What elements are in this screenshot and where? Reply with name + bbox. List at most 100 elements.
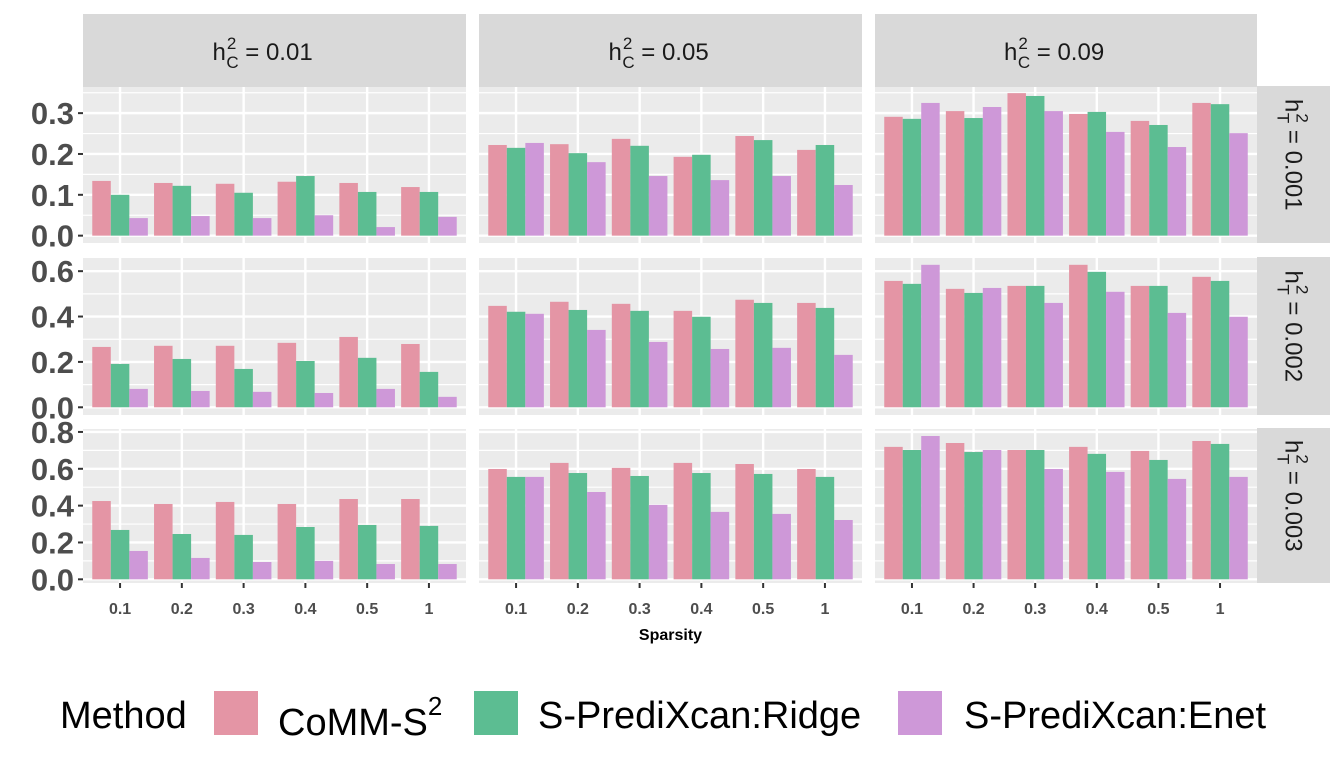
legend-label: CoMM-S2	[278, 691, 442, 744]
row-strip-label: h2T = 0.002	[1274, 271, 1312, 383]
x-tick-label: 1	[820, 601, 829, 618]
bar	[1149, 459, 1168, 580]
panel-r1-c1: 0.0 0.1 0.2 0.3	[31, 87, 466, 254]
bar	[314, 560, 334, 580]
bar	[376, 227, 395, 236]
bar	[154, 182, 173, 236]
legend-key-swatch	[896, 689, 944, 737]
bar	[982, 287, 1002, 408]
bar	[753, 473, 773, 580]
bar	[1167, 147, 1187, 236]
bar	[550, 301, 569, 408]
bar	[945, 111, 965, 236]
legend-label: S-PrediXcan:Enet	[964, 695, 1266, 737]
bar	[834, 185, 853, 236]
bar	[129, 550, 148, 580]
bar	[506, 476, 526, 580]
bar	[525, 476, 544, 580]
bar	[401, 499, 420, 580]
bar	[797, 468, 816, 580]
bar	[234, 534, 253, 580]
x-tick-label: 1	[1216, 601, 1225, 618]
bar	[1167, 478, 1187, 580]
bar	[506, 147, 526, 236]
bar	[710, 511, 730, 580]
bar	[1106, 471, 1125, 580]
bar	[234, 192, 253, 236]
bar	[1210, 443, 1230, 580]
bar	[1087, 271, 1107, 408]
legend-item: S-PrediXcan:Ridge	[472, 689, 861, 737]
y-tick-label: 0.2	[31, 137, 74, 172]
bar	[1087, 111, 1107, 236]
bar	[1044, 111, 1063, 236]
bar	[419, 525, 439, 580]
legend-title: Method	[60, 695, 187, 737]
bar	[902, 450, 922, 580]
bar	[630, 310, 649, 408]
bar	[1192, 102, 1211, 236]
bar	[921, 102, 940, 236]
panels-layer: h2 C = 0.01 h2 C = 0.05 h2 C = 0.09 h2T = 0.00…	[31, 14, 1330, 618]
row-strip-background	[1257, 86, 1330, 243]
bar	[568, 153, 588, 236]
bar	[357, 191, 377, 236]
x-tick-label: 0.5	[1147, 601, 1169, 618]
bar	[735, 299, 754, 408]
bar	[797, 149, 816, 236]
bar	[815, 307, 835, 408]
bar	[630, 475, 649, 580]
bar	[1149, 285, 1168, 408]
x-tick-label: 0.4	[690, 601, 712, 618]
bar	[438, 396, 457, 408]
bar	[110, 529, 130, 580]
bar	[648, 504, 668, 580]
x-tick-label: 0.2	[567, 601, 589, 618]
column-strip-label: h2 C = 0.09	[1004, 34, 1104, 72]
row-strip-background	[1257, 428, 1330, 583]
bar	[884, 116, 903, 236]
bar	[154, 503, 173, 580]
legend-item: S-PrediXcan:Enet	[896, 689, 1266, 737]
bar	[1044, 468, 1063, 580]
bar	[587, 329, 606, 408]
bar	[191, 216, 210, 236]
x-tick-label: 0.4	[294, 601, 316, 618]
column-strip-label: h2 C = 0.05	[609, 34, 709, 72]
bar	[964, 292, 983, 408]
x-tick-label: 0.1	[505, 601, 527, 618]
column-strip-background	[479, 14, 862, 87]
bar	[1069, 113, 1088, 236]
bar	[296, 527, 315, 580]
bar	[92, 501, 111, 580]
bar	[1167, 312, 1187, 408]
panel-r3-c1: 0.00.20.40.60.80.1 0.2 0.3 0.4 0.5 1	[31, 415, 466, 618]
bar	[129, 218, 148, 236]
bar	[1229, 316, 1248, 408]
bar	[357, 357, 377, 408]
y-tick-label: 0.1	[31, 178, 74, 213]
bar	[550, 144, 569, 236]
bar	[1229, 476, 1248, 580]
x-tick-label: 0.2	[962, 601, 984, 618]
x-tick-label: 0.4	[1086, 601, 1108, 618]
bar	[982, 450, 1002, 580]
bar	[611, 138, 631, 236]
bar	[630, 145, 649, 236]
bar	[1192, 440, 1211, 580]
x-tick-label: 0.1	[901, 601, 923, 618]
bar	[525, 142, 544, 236]
bar	[550, 462, 569, 580]
y-tick-label: 0.4	[31, 300, 75, 335]
bar	[419, 191, 439, 236]
bar	[611, 467, 631, 580]
column-strip-background	[83, 14, 466, 87]
bar	[1106, 131, 1125, 236]
bar	[692, 316, 711, 408]
bar	[1210, 104, 1230, 236]
bar	[815, 476, 835, 580]
y-tick-label: 0.2	[31, 525, 74, 560]
bar	[339, 499, 358, 580]
bar	[314, 215, 334, 236]
